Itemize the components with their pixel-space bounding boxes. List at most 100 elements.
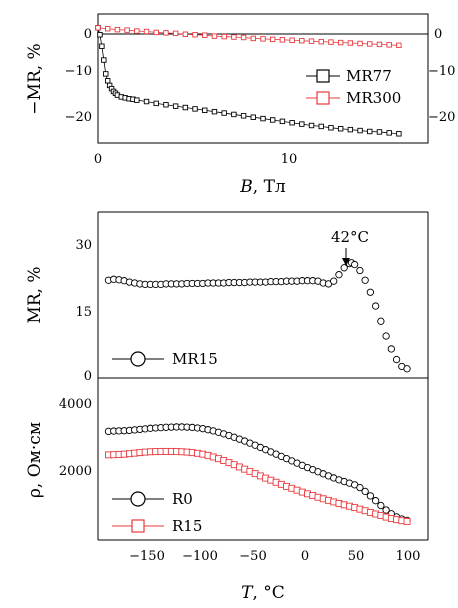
data-point-mr300-5 (143, 28, 150, 35)
bottom-x-tick-1: −100 (182, 549, 218, 564)
data-point-mr77-37 (347, 126, 354, 133)
data-point-mr77-18 (163, 102, 169, 108)
data-point-mr300-27 (357, 40, 363, 47)
data-point-mr77-19 (172, 103, 179, 109)
data-point-mr15-52 (371, 302, 380, 310)
top-panel: 0 −10 −20 0 −10 −20 0 10 B, Тл −MR, % MR… (25, 13, 455, 197)
data-point-mr300-10 (192, 32, 198, 38)
bottom-marks (104, 423, 411, 525)
data-point-r0-49 (361, 487, 369, 496)
data-point-mr300-3 (124, 27, 130, 33)
middle-y-axis-label: MR, % (25, 266, 45, 323)
data-point-mr77-39 (367, 128, 373, 135)
data-point-mr15-56 (392, 355, 401, 364)
data-point-mr300-21 (299, 38, 305, 44)
data-point-mr77-20 (182, 104, 189, 111)
top-legend: MR77 MR300 (306, 67, 401, 107)
data-point-mr77-22 (202, 107, 208, 113)
data-point-mr300-30 (386, 42, 392, 48)
data-point-mr300-29 (376, 41, 383, 48)
top-marks (95, 25, 402, 137)
data-point-mr77-40 (376, 129, 383, 135)
legend-item-mr77: MR77 (306, 67, 392, 85)
legend-item-r0: R0 (112, 490, 193, 508)
data-point-mr77-30 (279, 118, 286, 125)
legend-item-r15: R15 (112, 517, 202, 535)
top-y-tick-right-2: −20 (428, 110, 455, 125)
peak-arrow-head (342, 258, 350, 266)
data-point-mr300-24 (328, 39, 334, 45)
data-point-mr77-1 (97, 32, 103, 38)
middle-panel: 0 15 30 MR, % 42°C MR15 (25, 211, 429, 384)
data-point-mr300-13 (221, 33, 227, 40)
data-point-mr15-51 (366, 288, 375, 296)
data-point-mr77-35 (328, 125, 334, 131)
data-point-mr300-16 (250, 35, 256, 42)
data-point-mr77-42 (396, 131, 402, 137)
data-point-mr15-54 (382, 332, 390, 340)
bottom-y-tick-1: 4000 (59, 397, 92, 412)
data-point-mr77-32 (299, 121, 305, 127)
top-y-tick-left-1: −10 (65, 64, 92, 79)
data-point-mr77-36 (337, 126, 344, 132)
middle-y-tick-2: 30 (75, 238, 92, 253)
data-point-mr300-9 (182, 31, 189, 37)
bottom-y-tick-0: 2000 (59, 464, 92, 479)
peak-annotation: 42°C (331, 228, 369, 246)
data-point-mr77-23 (211, 108, 218, 115)
bottom-x-axis-symbol: T (241, 583, 254, 603)
data-point-mr300-6 (153, 29, 159, 36)
data-point-r0-51 (371, 497, 380, 505)
data-point-mr15-48 (351, 260, 359, 269)
legend-label-mr77: MR77 (346, 67, 392, 85)
data-point-mr15-58 (403, 365, 411, 373)
data-point-r0-52 (377, 501, 385, 510)
legend-item-mr300: MR300 (306, 89, 401, 107)
data-point-r0-50 (366, 492, 375, 500)
data-point-mr300-14 (231, 34, 237, 40)
data-point-mr300-31 (396, 42, 402, 49)
data-point-mr77-31 (289, 120, 295, 126)
top-x-tick-0: 0 (94, 152, 102, 167)
middle-marks (104, 259, 411, 373)
data-point-mr300-12 (211, 33, 218, 39)
data-point-mr300-1 (105, 26, 111, 32)
data-point-mr300-19 (279, 37, 286, 43)
data-point-mr15-50 (361, 276, 369, 284)
top-x-axis-symbol: B (239, 177, 253, 197)
data-point-mr15-53 (377, 317, 385, 325)
data-point-mr77-21 (192, 106, 198, 112)
data-point-mr300-2 (114, 26, 121, 33)
legend-marker-mr77 (316, 69, 330, 83)
data-point-mr77-28 (260, 115, 266, 122)
legend-label-r15: R15 (172, 517, 202, 535)
legend-label-mr300: MR300 (346, 89, 401, 107)
data-point-mr15-45 (340, 264, 348, 272)
data-point-mr300-22 (308, 38, 315, 44)
legend-label-r0: R0 (172, 490, 193, 508)
top-x-axis-label: B, Тл (239, 177, 286, 197)
data-point-mr77-3 (101, 57, 107, 63)
data-point-r15-57 (403, 517, 411, 525)
bottom-legend: R0 R15 (112, 490, 202, 535)
data-point-mr300-15 (240, 34, 247, 41)
data-point-mr300-25 (337, 39, 344, 46)
data-point-mr300-4 (134, 28, 140, 34)
data-point-mr300-0 (95, 25, 101, 31)
data-point-mr77-41 (386, 130, 392, 136)
data-point-r0-53 (382, 506, 390, 514)
data-point-mr15-43 (330, 277, 338, 285)
top-y-tick-left-0: 0 (84, 27, 92, 42)
top-y-tick-left-2: −20 (65, 110, 92, 125)
bottom-x-tick-5: 100 (396, 549, 421, 564)
data-point-mr300-8 (172, 30, 179, 37)
top-y-tick-right-1: −10 (428, 64, 455, 79)
legend-label-mr15: MR15 (172, 350, 218, 368)
legend-marker-mr15 (130, 351, 146, 367)
data-point-mr77-15 (134, 97, 140, 103)
series-line-mr300 (97, 27, 399, 46)
middle-legend: MR15 (112, 350, 218, 368)
bottom-x-tick-0: −150 (129, 549, 165, 564)
bottom-x-axis-unit: , °C (253, 583, 285, 603)
